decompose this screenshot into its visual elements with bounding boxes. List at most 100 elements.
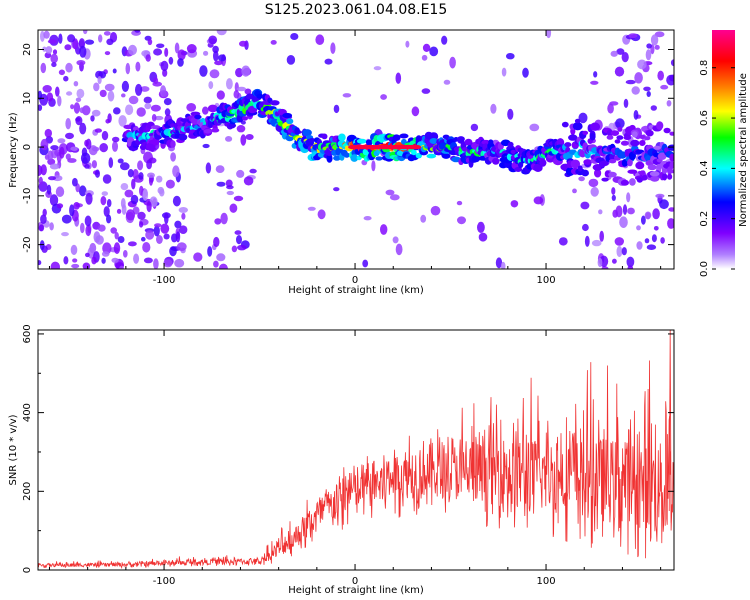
spectrogram-cell [91,109,101,117]
spectrogram-cell [333,104,340,114]
spectrogram-cell [669,131,674,136]
spectrogram-cell [627,158,633,167]
spectrogram-y-label: Frequency (Hz) [8,112,19,188]
spectrogram-cell [242,116,248,121]
spectrogram-cell [218,263,228,269]
snr-line [38,360,674,570]
spectrogram-cell [580,201,590,210]
spectrogram-cell [164,47,169,58]
spectrogram-cell [59,146,65,159]
spectrogram-cell [620,179,630,186]
spectrogram-cell [533,196,544,205]
spectrogram-cell [128,95,139,105]
spectrogram-cell [47,158,56,165]
spectrogram-cell [215,165,225,174]
snr-x-tick-label: -100 [153,576,176,587]
spectrogram-cell [159,188,165,197]
spectrogram-cell [411,106,420,117]
spectrogram-cell [633,110,639,120]
spectrogram-cell [156,175,163,183]
snr-y-tick-label: 600 [22,324,33,343]
spectrogram-cell [395,72,402,84]
snr-x-label: Height of straight line (km) [288,585,424,596]
spectrogram-cell [91,160,97,169]
spectrogram-cell [42,85,52,93]
spectrogram-cell [117,158,124,164]
spectrogram-cell [533,163,543,172]
spectrogram-cell [231,245,238,253]
spectrogram-cell [601,160,609,166]
spectrogram-cell [627,265,634,269]
spectrogram-cell [164,108,171,117]
spectrogram-cell [101,130,109,141]
spectrogram-cell [125,104,134,116]
spectrogram-cell [510,200,519,208]
snr-y-tick-label: 200 [22,482,33,501]
spectrogram-cell [654,31,665,38]
spectrogram-cell [113,242,121,254]
spectrogram-cell [171,233,178,243]
spectrogram-cell [598,209,603,215]
spectrogram-cell [174,258,185,268]
spectrogram-cell [226,78,233,90]
spectrogram-cell [426,153,437,159]
spectrogram-cell [139,185,144,196]
spectrogram-cell [577,165,583,172]
spectrogram-cell [514,167,523,172]
spectrogram-x-label: Height of straight line (km) [288,285,424,296]
spectrogram-cell [146,142,156,151]
spectrogram-cell [138,172,144,180]
spectrogram-cell [136,107,146,117]
spectrogram-cell [38,260,42,266]
spectrogram-cell [660,84,669,90]
spectrogram-cell [564,142,572,148]
spectrogram-cell [326,154,333,163]
spectrogram-cell [38,104,43,111]
spectrogram-cell [38,224,45,232]
spectrogram-cell [162,69,168,77]
spectrogram-cell [181,212,186,220]
spectrogram-cell [218,54,226,62]
spectrogram-cell [104,51,111,56]
spectrogram-y-tick-label: -10 [22,188,33,204]
spectrogram-cell [141,236,146,242]
spectrogram-x-tick-label: 100 [536,275,555,286]
spectrogram-cell [69,204,75,217]
spectrogram-cell [657,152,667,160]
spectrogram-cell [40,214,47,224]
spectrogram-cell [93,82,100,92]
spectrogram-cell [153,258,159,269]
spectrogram-cell [256,93,264,99]
spectrogram-cell [49,163,60,170]
spectrogram-cell [112,141,118,152]
spectrogram-cell [651,234,657,243]
spectrogram-cell [568,134,578,141]
spectrogram-cell [655,193,665,199]
spectrogram-cell [373,66,382,71]
spectrogram-cell [308,138,316,143]
spectrogram-cell [399,133,409,139]
spectrogram-cell [245,134,254,140]
spectrogram-cell [63,75,69,82]
spectrogram-cell [79,45,87,58]
spectrogram-cell [667,144,674,151]
spectrogram-cell [134,30,141,33]
spectrogram-cell [667,173,673,180]
spectrogram-y-tick-label: -20 [22,236,33,252]
spectrogram-cell [233,90,240,99]
spectrogram-cells [38,30,674,269]
spectrogram-cell [608,159,617,164]
spectrogram-cell [244,88,252,95]
spectrogram-cell [130,194,139,205]
spectrogram-cell [637,59,647,70]
spectrogram-cell [79,107,85,114]
spectrogram-cell [670,59,674,67]
spectrogram-cell [620,140,629,146]
spectrogram-cell [644,238,650,244]
spectrogram-cell [216,181,226,187]
spectrogram-cell [112,136,120,143]
spectrogram-cell [626,256,635,268]
spectrogram-cell [56,203,64,209]
spectrogram-cell [343,152,350,158]
